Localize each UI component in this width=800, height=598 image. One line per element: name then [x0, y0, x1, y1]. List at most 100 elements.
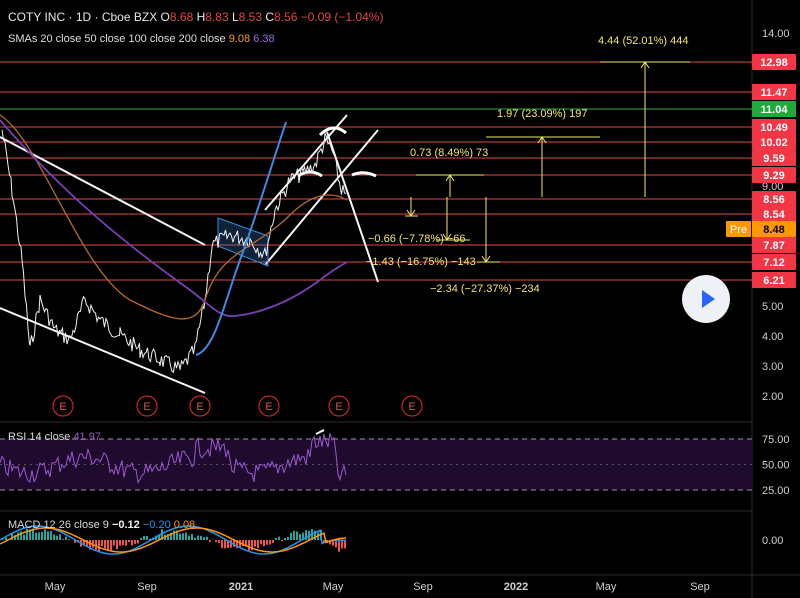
arc-marker[interactable]	[351, 171, 377, 178]
price-level-label: 9.59	[763, 153, 784, 165]
macd-histogram-bar	[221, 540, 223, 549]
pre-badge[interactable]	[726, 221, 751, 237]
sma-label[interactable]: SMAs 20 close 50 close 100 close 200 clo…	[8, 33, 226, 45]
rsi-tick-label: 75.00	[762, 434, 790, 446]
macd-histogram-bar	[32, 528, 34, 540]
rsi-value: 41.97	[73, 431, 101, 443]
projection-label: −2.34 (−27.37%) −234	[430, 283, 540, 295]
macd-histogram-bar	[230, 540, 232, 548]
trend-line[interactable]	[264, 129, 379, 266]
price-level-label: 11.04	[761, 104, 789, 116]
price-level-label: 8.54	[763, 209, 785, 221]
macd-histogram-bar	[242, 540, 244, 547]
macd-histogram-bar	[170, 532, 172, 540]
trend-drawings[interactable]	[0, 114, 379, 394]
macd-histogram-bar	[224, 540, 226, 549]
macd-label[interactable]: MACD 12 26 close 9	[8, 519, 109, 531]
macd-histogram-bar	[86, 540, 88, 547]
projection-drawings[interactable]: 4.44 (52.01%) 444 1.97 (23.09%) 197 0.73 (…	[366, 35, 690, 295]
price-level-label: 8.56	[763, 194, 784, 206]
macd-histogram-bar	[11, 533, 13, 540]
projection-label: 1.97 (23.09%) 197	[497, 108, 588, 120]
projection-arrow	[537, 136, 547, 144]
macd-histogram-bar	[284, 538, 286, 540]
time-axis-label: May	[45, 581, 66, 593]
earnings-marker[interactable]	[328, 395, 350, 417]
price-level-badge[interactable]	[752, 254, 796, 270]
macd-histogram-bar	[275, 538, 277, 540]
time-axis-label: Sep	[137, 581, 157, 593]
macd-histogram-bar	[269, 540, 271, 545]
macd-histogram-bar	[266, 540, 268, 545]
macd-histogram-bar	[173, 530, 175, 540]
macd-histogram-bar	[95, 540, 97, 550]
sma-legend[interactable]: SMAs 20 close 50 close 100 close 200 clo…	[8, 33, 275, 45]
macd-histogram-bar	[158, 534, 160, 540]
price-level-badge[interactable]	[752, 101, 796, 117]
time-axis[interactable]: May Sep 2021 May Sep 2022 May Sep	[45, 581, 710, 593]
arc-marker[interactable]	[318, 126, 347, 137]
price-level-badge[interactable]	[752, 119, 796, 135]
macd-histogram-bar	[47, 531, 49, 540]
macd-histogram-bar	[302, 532, 304, 540]
macd-histogram-bar	[185, 532, 187, 540]
rsi-series	[0, 429, 347, 484]
price-level-badge[interactable]	[752, 150, 796, 166]
price-level-badge[interactable]	[752, 84, 796, 100]
projection-arrow	[481, 255, 491, 263]
price-tick-label: 4.00	[762, 331, 783, 343]
macd-histogram-bar	[236, 540, 238, 549]
price-tick-label: 3.00	[762, 361, 783, 373]
earnings-marker-label: E	[196, 401, 203, 413]
price-level-label: 10.02	[760, 137, 788, 149]
macd-histogram-bar	[182, 533, 184, 540]
price-level-label: 11.47	[761, 87, 788, 99]
macd-histogram-bar	[137, 540, 139, 544]
price-level-badge[interactable]	[752, 191, 796, 207]
rsi-legend[interactable]: RSI 14 close 41.97	[8, 431, 101, 443]
price-axis[interactable]: 14.0011.0010.009.007.006.005.004.003.002…	[726, 28, 796, 547]
play-button[interactable]	[682, 275, 730, 323]
macd-histogram-bar	[338, 540, 340, 552]
time-axis-label: 2022	[504, 581, 528, 593]
time-axis-label: May	[323, 581, 344, 593]
open-value: 8.68	[169, 10, 194, 24]
earnings-marker[interactable]	[189, 395, 211, 417]
earnings-marker[interactable]	[136, 395, 158, 417]
earnings-marker[interactable]	[401, 395, 423, 417]
rsi-label[interactable]: RSI 14 close	[8, 431, 71, 443]
price-level-badge[interactable]	[752, 167, 796, 183]
trend-line[interactable]	[0, 136, 206, 246]
interval[interactable]: 1D	[75, 10, 92, 24]
trend-line[interactable]	[264, 114, 348, 211]
macd-histogram-bar	[299, 534, 301, 540]
trend-line[interactable]	[0, 307, 206, 394]
macd-histogram-bar	[290, 532, 292, 540]
price-level-badge[interactable]	[752, 237, 796, 253]
sma-value-2: 6.38	[253, 33, 275, 45]
price-level-badge[interactable]	[752, 221, 796, 237]
price-level-label: 6.21	[763, 275, 784, 287]
symbol-name[interactable]: COTY INC	[8, 10, 66, 24]
price-level-badge[interactable]	[752, 54, 796, 70]
macd-histogram-bar	[53, 534, 55, 540]
earnings-marker-label: E	[335, 401, 342, 413]
projection-label: −1.43 (−16.75%) −143	[366, 256, 476, 268]
price-level-badge[interactable]	[752, 206, 796, 222]
earnings-marker[interactable]	[52, 395, 74, 417]
price-levels	[0, 61, 752, 281]
rsi-marker	[315, 429, 325, 435]
play-icon	[702, 290, 715, 308]
symbol-legend[interactable]: COTY INC · 1D · Cboe BZX O8.68 H8.83 L8.…	[8, 10, 384, 24]
price-level-badge[interactable]	[752, 134, 796, 150]
price-level-badge[interactable]	[752, 272, 796, 288]
macd-histogram-bar	[20, 531, 22, 540]
macd-histogram-bar	[50, 530, 52, 540]
macd-histogram-bar	[44, 529, 46, 540]
macd-histogram-bar	[209, 540, 211, 542]
earnings-marker[interactable]	[258, 395, 280, 417]
price-line	[1, 129, 347, 374]
macd-legend[interactable]: MACD 12 26 close 9 −0.12 −0.20 0.08	[8, 519, 195, 531]
